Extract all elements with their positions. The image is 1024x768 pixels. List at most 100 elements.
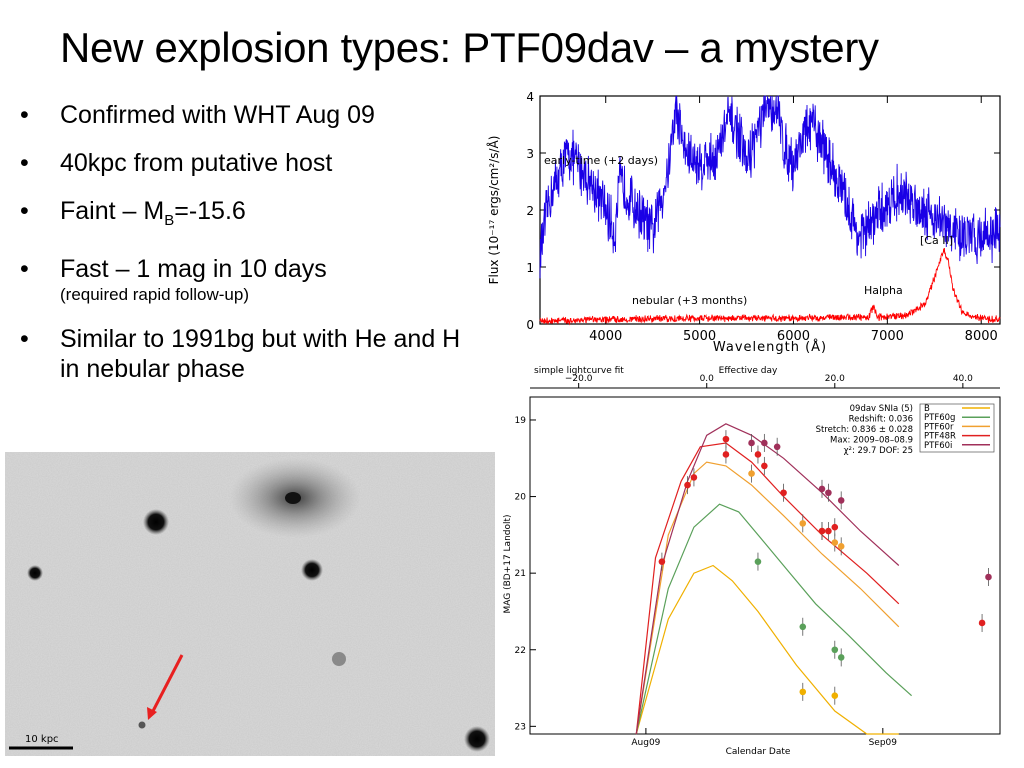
- lightcurve-point-ptf60r: [831, 539, 839, 546]
- star: [464, 726, 490, 752]
- lightcurve-frame: [529, 396, 1001, 735]
- lightcurve-point-ptf60i: [837, 497, 845, 504]
- spectrum-xtick-label: 5000: [683, 329, 716, 344]
- bullet-dot: •: [20, 197, 29, 225]
- lightcurve-point-b: [831, 692, 839, 700]
- star: [27, 565, 43, 581]
- spectrum-xtick-label: 4000: [589, 329, 622, 344]
- lightcurve-legend-label: PTF60r: [924, 422, 954, 432]
- star: [332, 652, 346, 666]
- spectrum-early-label: early-time (+2 days): [544, 154, 658, 167]
- slide-title: New explosion types: PTF09dav – a myster…: [60, 24, 879, 71]
- lightcurve-point-ptf48r: [761, 462, 768, 470]
- lightcurve-bottom-tick-label: Sep09: [869, 738, 898, 748]
- scale-label: 10 kpc: [25, 734, 59, 745]
- lightcurve-point-ptf60r: [799, 520, 807, 527]
- lightcurve-point-ptf48r: [658, 558, 666, 565]
- spectrum-xtick-label: 7000: [871, 329, 904, 344]
- lightcurve-ytick-label: 19: [515, 416, 527, 426]
- lightcurve-legend-label: PTF48R: [924, 432, 956, 442]
- lightcurve-ytick-label: 20: [515, 493, 527, 503]
- lightcurve-legend-box: [919, 403, 995, 453]
- lightcurve-point-ptf48r: [754, 451, 762, 458]
- lightcurve-ytick-label: 23: [515, 722, 526, 732]
- bullet-fast: • Fast – 1 mag in 10 days (required rapid …: [20, 254, 480, 306]
- lightcurve-info-line: χ²: 29.7 DOF: 25: [844, 446, 913, 456]
- bullet-wht: • Confirmed with WHT Aug 09: [20, 101, 375, 129]
- lightcurve-point-ptf60i: [761, 439, 768, 447]
- lightcurve-top-title: Effective day: [719, 366, 778, 376]
- star: [301, 559, 323, 581]
- spectrum-nebular-label: nebular (+3 months): [632, 294, 747, 307]
- bullet-dot: •: [20, 149, 29, 177]
- lightcurve-point-b: [799, 688, 807, 696]
- lightcurve-point-ptf60i: [748, 439, 755, 447]
- spectrum-plot: 0 1 2 3 4 4000 5000 6000 7000 8000 early-time (+…: [486, 90, 1001, 355]
- lightcurve-point-ptf60i: [985, 573, 992, 581]
- lightcurve-info-line: Max: 2009–08–08.9: [830, 436, 913, 446]
- star: [143, 509, 169, 535]
- lightcurve-legend-label: PTF60i: [924, 441, 952, 451]
- lightcurve-point-ptf60g: [754, 558, 762, 565]
- spectrum-ytick-label: 0: [526, 318, 534, 332]
- bullet-dot: •: [20, 255, 29, 283]
- lightcurve-point-ptf60i: [818, 485, 826, 493]
- lightcurve-point-ptf48r: [831, 523, 839, 531]
- lightcurve-top-tick-label: 20.0: [825, 374, 845, 384]
- arrow-head: [147, 707, 157, 720]
- lightcurve-info-line: Redshift: 0.036: [849, 415, 913, 425]
- lightcurve-plot: simple lightcurve fit Effective day −20.…: [498, 364, 1024, 768]
- lightcurve-legend-label: B: [924, 404, 930, 414]
- bullet-faint: • Faint – MB=-15.6: [20, 197, 246, 229]
- supernova-source: [138, 721, 146, 729]
- lightcurve-fit-ptf60i: [635, 423, 900, 735]
- lightcurve-point-ptf60g: [799, 623, 807, 631]
- lightcurve-xlabel: Calendar Date: [726, 747, 791, 757]
- lightcurve-ytick-label: 22: [515, 646, 526, 656]
- spectrum-ytick-label: 3: [526, 147, 534, 161]
- lightcurve-fit-label: simple lightcurve fit: [534, 366, 624, 376]
- spectrum-halpha-label: Halpha: [864, 284, 903, 297]
- spectrum-ytick-label: 4: [526, 90, 534, 104]
- spectrum-ylabel: Flux (10⁻¹⁷ ergs/cm²/s/Å): [486, 136, 501, 285]
- spectrum-nebular-line: [539, 247, 1001, 326]
- lightcurve-point-ptf48r: [818, 527, 826, 535]
- lightcurve-point-ptf48r: [690, 474, 698, 481]
- lightcurve-point-ptf60r: [748, 470, 755, 477]
- lightcurve-fit-ptf48r: [635, 442, 900, 735]
- lightcurve-top-tick-label: 40.0: [953, 374, 973, 384]
- lightcurve-info-line: 09dav SNIa (5): [850, 404, 913, 414]
- lightcurve-point-ptf48r: [978, 619, 986, 627]
- lightcurve-fit-ptf60g: [635, 503, 913, 735]
- spectrum-xlabel: Wavelength (Å): [713, 339, 827, 355]
- arrow-shaft: [150, 654, 184, 714]
- lightcurve-point-ptf60i: [825, 489, 832, 497]
- spectrum-xtick-label: 6000: [777, 329, 810, 344]
- lightcurve-info-line: Stretch: 0.836 ± 0.028: [816, 425, 913, 435]
- bullet-dot: •: [20, 101, 29, 129]
- spectrum-early-line: [539, 95, 1001, 279]
- bullet-similar: • Similar to 1991bg but with He and H in …: [20, 325, 461, 383]
- lightcurve-point-ptf60g: [837, 654, 845, 661]
- lightcurve-point-ptf60r: [837, 543, 845, 550]
- lightcurve-top-tick-label: 0.0: [700, 374, 715, 384]
- lightcurve-point-ptf48r: [825, 527, 832, 535]
- spectrum-ca-label: [Ca II]: [920, 234, 953, 247]
- bullet-note: (required rapid follow-up): [60, 285, 249, 304]
- lightcurve-ytick-label: 21: [515, 569, 526, 579]
- lightcurve-point-ptf48r: [684, 481, 691, 489]
- bullet-list: • Confirmed with WHT Aug 09 • 40kpc from p…: [20, 100, 480, 402]
- lightcurve-point-ptf48r: [780, 489, 787, 497]
- bullet-host: • 40kpc from putative host: [20, 149, 333, 177]
- sky-image: 10 kpc: [5, 452, 495, 756]
- lightcurve-point-ptf60g: [831, 646, 839, 654]
- bullet-dot: •: [20, 325, 29, 353]
- lightcurve-point-ptf48r: [722, 451, 730, 458]
- galaxy-core: [285, 492, 301, 504]
- spectrum-ytick-label: 1: [526, 261, 534, 275]
- lightcurve-point-ptf48r: [722, 435, 730, 443]
- lightcurve-legend-label: PTF60g: [924, 413, 955, 423]
- spectrum-ytick-label: 2: [526, 204, 534, 218]
- lightcurve-top-tick-label: −20.0: [565, 374, 593, 384]
- lightcurve-ylabel: MAG (BD+17 Landolt): [503, 514, 513, 613]
